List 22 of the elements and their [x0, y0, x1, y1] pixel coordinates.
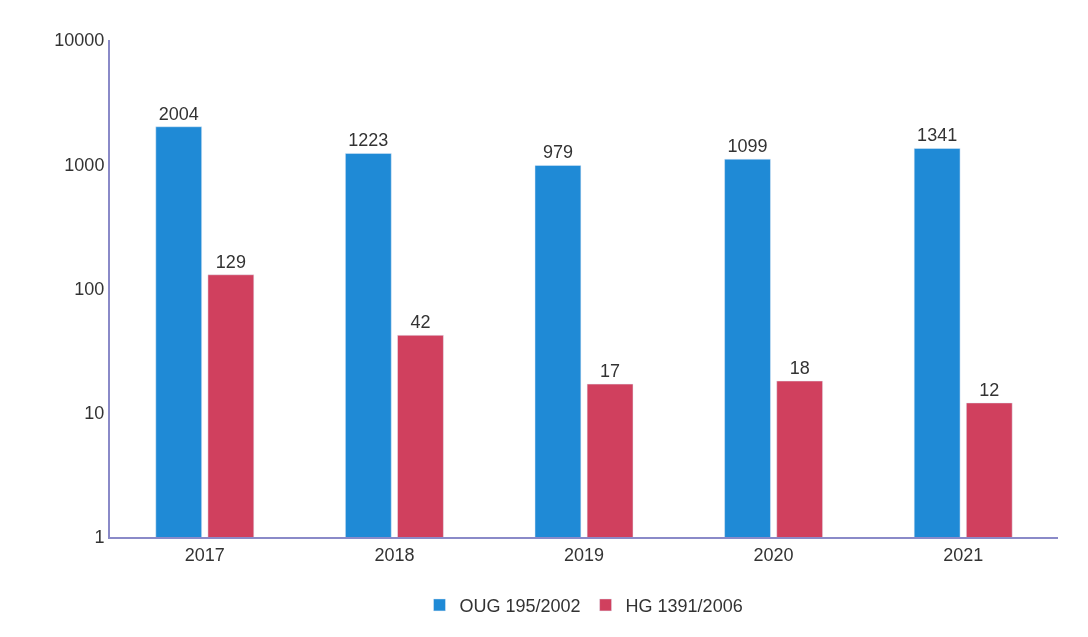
y-tick-label: 10	[84, 403, 105, 424]
data-label: 12	[979, 379, 1000, 400]
x-tick-label: 2021	[943, 544, 984, 565]
x-tick-label: 2019	[563, 544, 605, 565]
x-tick-label: 2017	[184, 544, 225, 565]
data-label: 1099	[727, 136, 768, 157]
y-tick-label: 10000	[54, 30, 105, 51]
data-label: 129	[215, 251, 246, 272]
data-label: 1341	[917, 125, 958, 146]
data-label: 42	[410, 312, 431, 333]
data-label: 1223	[348, 130, 389, 151]
data-label: 979	[542, 142, 573, 163]
y-tick-label: 100	[74, 278, 105, 299]
x-tick-label: 2020	[753, 544, 794, 565]
y-tick-label: 1000	[64, 154, 105, 175]
y-tick-label: 1	[94, 527, 105, 548]
data-label: 2004	[158, 103, 199, 124]
x-tick-label: 2018	[374, 544, 415, 565]
legend-label: HG 1391/2006	[625, 595, 743, 616]
legend-label: OUG 195/2002	[459, 595, 581, 616]
data-label: 17	[600, 361, 621, 382]
data-label: 18	[789, 358, 810, 379]
